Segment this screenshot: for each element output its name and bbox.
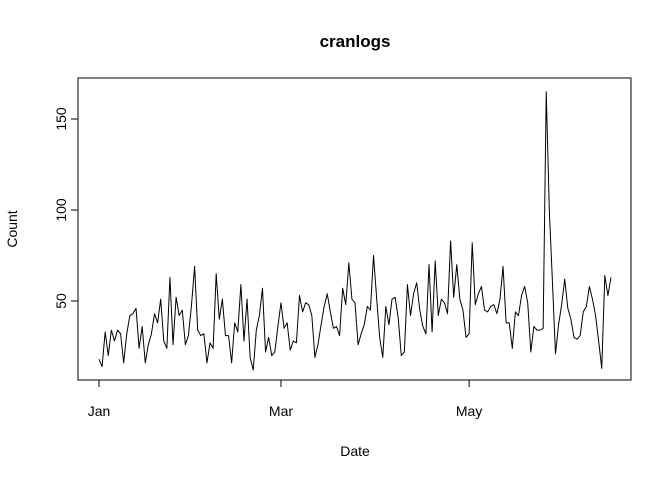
y-axis: 50 100 150 xyxy=(53,107,79,309)
x-tick-label: Jan xyxy=(88,403,111,419)
plot-frame xyxy=(77,77,632,381)
series-group xyxy=(98,91,612,371)
x-tick-label: May xyxy=(456,403,482,419)
chart-title: cranlogs xyxy=(320,32,391,51)
x-axis: Jan Mar May xyxy=(88,379,482,419)
x-axis-label: Date xyxy=(340,443,370,459)
y-axis-label: Count xyxy=(4,210,20,247)
y-tick-label: 50 xyxy=(53,293,69,309)
x-tick-label: Mar xyxy=(269,403,293,419)
series-line xyxy=(98,91,612,371)
y-tick-label: 150 xyxy=(53,107,69,131)
y-tick-label: 100 xyxy=(53,198,69,222)
